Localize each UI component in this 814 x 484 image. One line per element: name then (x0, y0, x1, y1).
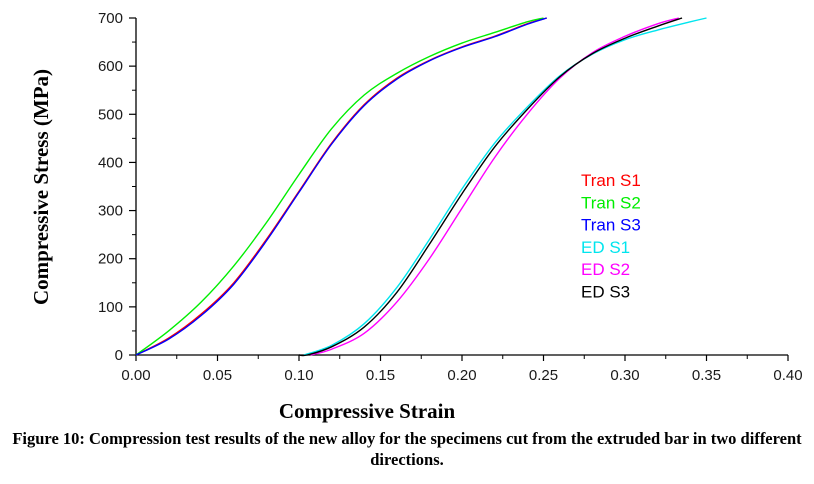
y-tick-label: 0 (115, 347, 123, 364)
x-tick-label: 0.15 (366, 367, 395, 384)
legend-entry-ed-s1: ED S1 (581, 238, 630, 257)
series-line-ed-s2 (310, 17, 679, 356)
x-tick-label: 0.30 (610, 367, 639, 384)
series-line-ed-s1 (303, 17, 707, 356)
chart: 0.00 0.05 0.10 0.15 0.20 0.25 0.30 0.35 0.40 0 100… (29, 10, 803, 423)
series-line-ed-s3 (298, 17, 683, 357)
legend-entry-ed-s2: ED S2 (581, 260, 630, 279)
y-tick-label: 200 (98, 251, 123, 268)
x-tick-label: 0.35 (692, 367, 721, 384)
x-tick-label: 0.00 (121, 367, 150, 384)
figure-caption: Figure 10: Compression test results of t… (12, 429, 802, 469)
y-tick-label: 600 (98, 58, 123, 75)
x-tick-label: 0.25 (529, 367, 558, 384)
legend: Tran S1 Tran S2 Tran S3 ED S1 ED S2 ED S3 (581, 171, 641, 302)
legend-entry-tran-s3: Tran S3 (581, 216, 641, 235)
legend-entry-ed-s3: ED S3 (581, 283, 630, 302)
y-tick-label: 400 (98, 154, 123, 171)
y-axis-title: Compressive Stress (MPa) (29, 69, 53, 305)
series-group (135, 17, 707, 357)
y-tick-label: 300 (98, 203, 123, 220)
series-line-tran-s1 (135, 17, 547, 356)
y-tick-label: 100 (98, 299, 123, 316)
legend-entry-tran-s1: Tran S1 (581, 171, 641, 190)
y-tick-label: 700 (98, 10, 123, 27)
y-tick-label: 500 (98, 106, 123, 123)
x-tick-label: 0.20 (447, 367, 476, 384)
x-tick-label: 0.10 (284, 367, 313, 384)
axes: 0.00 0.05 0.10 0.15 0.20 0.25 0.30 0.35 0.40 0 100… (98, 10, 803, 384)
x-tick-label: 0.05 (203, 367, 232, 384)
series-line-tran-s2 (135, 17, 544, 356)
x-axis-title: Compressive Strain (279, 399, 456, 423)
x-tick-label: 0.40 (773, 367, 802, 384)
series-line-tran-s3 (135, 17, 547, 356)
legend-entry-tran-s2: Tran S2 (581, 193, 641, 212)
